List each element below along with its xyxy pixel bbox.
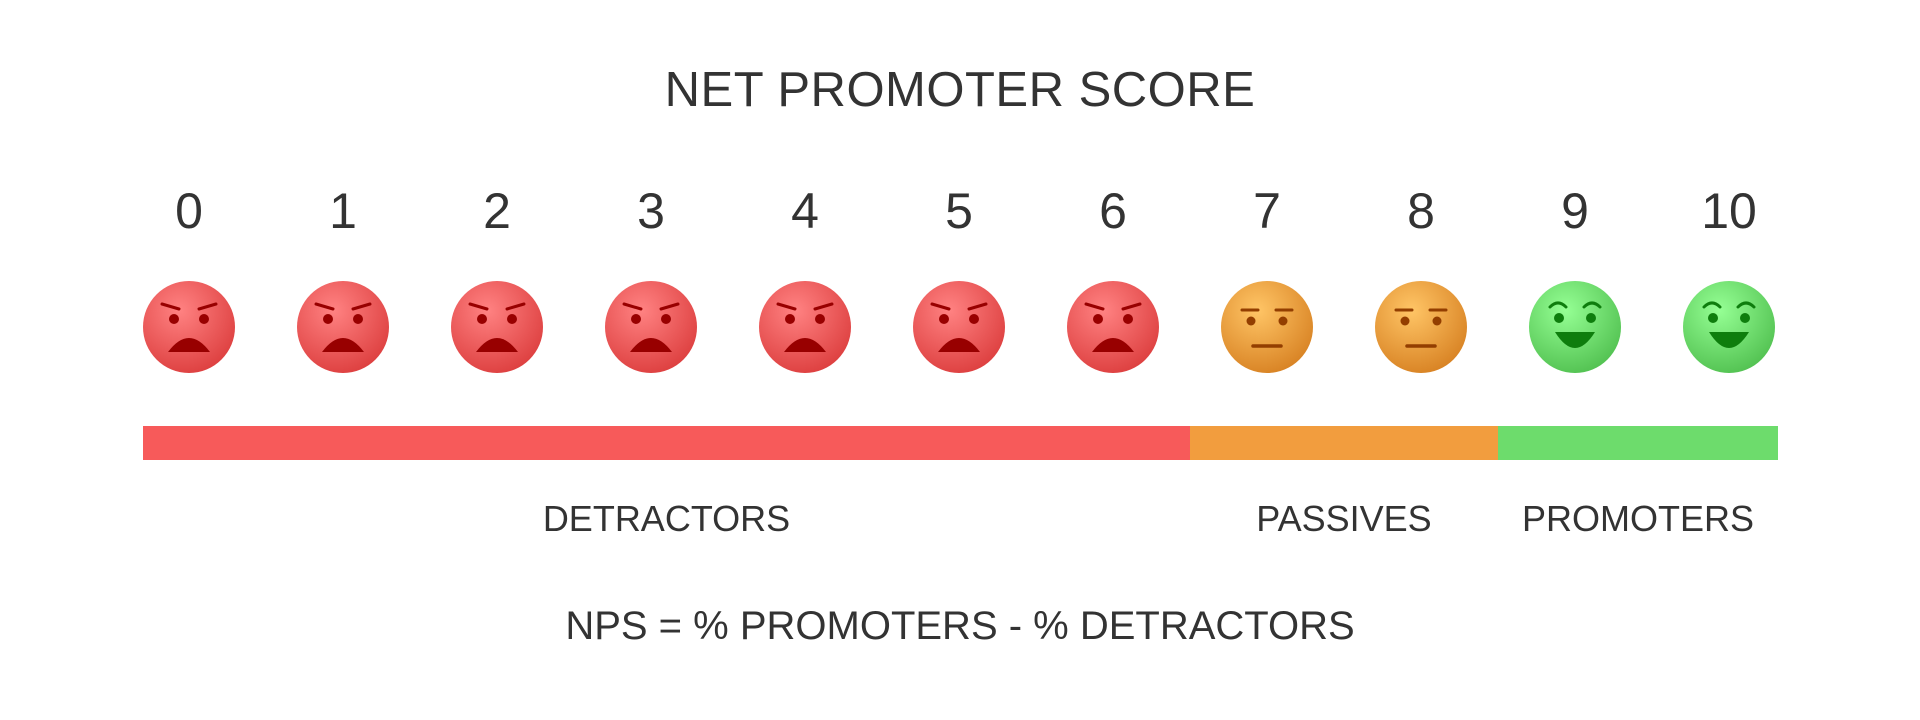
score-5[interactable]: 5 [945,183,973,239]
score-10[interactable]: 10 [1701,183,1757,239]
detractors-bar [143,426,1190,460]
sad-face-icon[interactable] [758,280,852,374]
neutral-face-icon[interactable] [1220,280,1314,374]
score-1[interactable]: 1 [329,183,357,239]
score-6[interactable]: 6 [1099,183,1127,239]
nps-formula: NPS = % PROMOTERS - % DETRACTORS [565,604,1355,648]
score-4[interactable]: 4 [791,183,819,239]
sad-face-icon[interactable] [142,280,236,374]
detractors-label: DETRACTORS [542,498,791,539]
sad-face-icon[interactable] [912,280,1006,374]
neutral-face-icon[interactable] [1374,280,1468,374]
score-2[interactable]: 2 [483,183,511,239]
score-9[interactable]: 9 [1561,183,1589,239]
page-title: NET PROMOTER SCORE [664,63,1256,117]
happy-face-icon[interactable] [1682,280,1776,374]
happy-face-icon[interactable] [1528,280,1622,374]
score-0[interactable]: 0 [175,183,203,239]
passives-bar [1190,426,1498,460]
score-7[interactable]: 7 [1253,183,1281,239]
score-8[interactable]: 8 [1407,183,1435,239]
promoters-bar [1498,426,1778,460]
sad-face-icon[interactable] [604,280,698,374]
passives-label: PASSIVES [1256,498,1432,539]
promoters-label: PROMOTERS [1521,498,1754,539]
score-3[interactable]: 3 [637,183,665,239]
sad-face-icon[interactable] [296,280,390,374]
sad-face-icon[interactable] [450,280,544,374]
sad-face-icon[interactable] [1066,280,1160,374]
